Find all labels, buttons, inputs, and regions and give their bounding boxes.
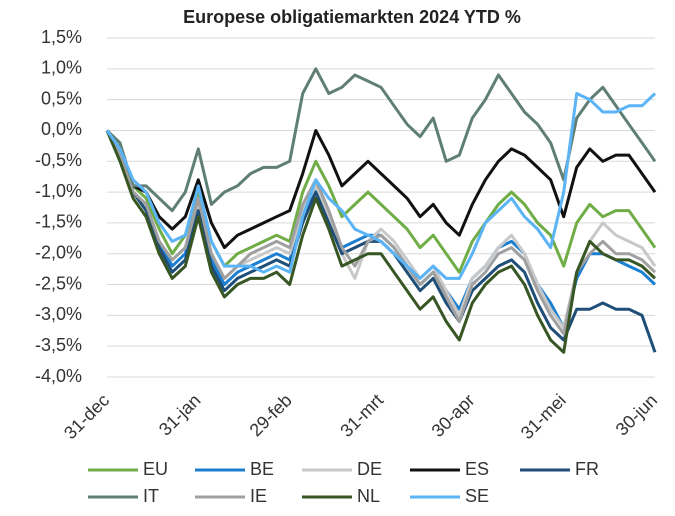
series-line [105,129,657,354]
x-tick-label: 31-mei [517,390,570,443]
legend-label: ES [465,459,489,479]
y-tick-label: 1,0% [41,58,82,78]
x-tick-label: 31-mrt [336,390,387,441]
legend-label: IT [143,486,159,506]
legend-label: DE [357,459,382,479]
series-line [105,67,657,213]
series-line [105,129,657,336]
y-tick-label: -2,5% [35,273,82,293]
x-tick-label: 31-dec [60,390,113,443]
y-tick-label: 0,0% [41,119,82,139]
legend-label: NL [357,486,380,506]
x-tick-label: 31-jan [155,390,205,440]
x-tick-label: 30-apr [428,390,479,441]
legend-label: EU [143,459,168,479]
legend-label: FR [575,459,599,479]
y-tick-label: 1,5% [41,27,82,47]
series-line [105,129,657,250]
y-tick-label: -1,5% [35,212,82,232]
chart-title: Europese obligatiemarkten 2024 YTD % [183,7,521,27]
legend-label: IE [250,486,267,506]
y-tick-label: -3,5% [35,335,82,355]
y-tick-label: -4,0% [35,366,82,386]
y-tick-label: -3,0% [35,304,82,324]
y-tick-label: 0,5% [41,88,82,108]
y-tick-label: -1,0% [35,181,82,201]
x-tick-label: 29-feb [246,390,296,440]
y-tick-label: -0,5% [35,150,82,170]
x-tick-label: 30-jun [612,390,662,440]
legend-label: SE [465,486,489,506]
y-tick-label: -2,0% [35,242,82,262]
series-line [105,92,657,280]
legend-label: BE [250,459,274,479]
